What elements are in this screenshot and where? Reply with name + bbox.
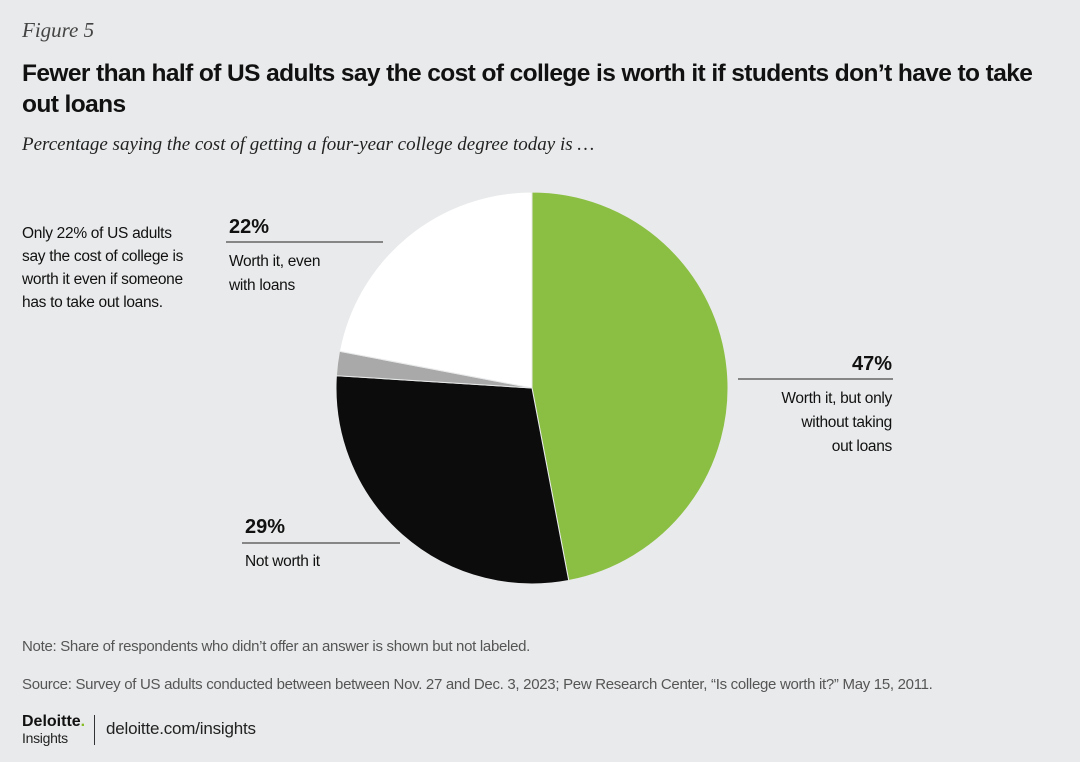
slice-category-label: out loans: [832, 438, 893, 455]
slice-category-label: Worth it, but only: [781, 390, 892, 407]
brand-sub: Insights: [22, 730, 68, 746]
deloitte-logo: Deloitte.: [22, 713, 85, 731]
slice-percent-label: 29%: [245, 516, 285, 538]
slice-percent-label: 22%: [229, 216, 269, 238]
chart-title: Fewer than half of US adults say the cos…: [22, 60, 1033, 118]
pie-labels: 47% Worth it, but only without taking out l…: [226, 216, 893, 570]
slice-category-label: Not worth it: [245, 553, 321, 570]
chart-source: Source: Survey of US adults conducted be…: [22, 676, 933, 693]
slice-category-label: with loans: [228, 277, 295, 294]
footer-divider: [94, 715, 95, 745]
pie-slice-2: [335, 375, 570, 585]
brand-dot: .: [80, 713, 86, 730]
chart-note: Note: Share of respondents who didn’t of…: [22, 638, 531, 655]
footer-url[interactable]: deloitte.com/insights: [106, 719, 256, 738]
pie-slice-4: [338, 191, 533, 389]
pie-slices: [335, 191, 729, 585]
side-note: Only 22% of US adults say the cost of co…: [22, 225, 184, 311]
figure-label: Figure 5: [22, 18, 95, 42]
slice-percent-label: 47%: [852, 353, 892, 375]
brand-name: Deloitte: [22, 713, 81, 730]
slice-category-label: without taking: [800, 414, 892, 431]
slice-category-label: Worth it, even: [229, 253, 320, 270]
pie-slice-1: [531, 191, 729, 582]
chart-subtitle: Percentage saying the cost of getting a …: [22, 134, 595, 155]
